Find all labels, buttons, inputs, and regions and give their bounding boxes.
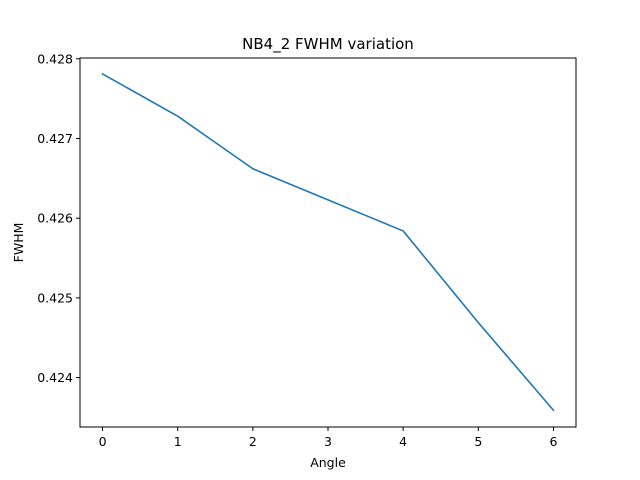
y-tick-label: 0.424 <box>37 370 73 385</box>
series-line-0 <box>101 72 555 412</box>
x-tick-label: 4 <box>399 434 407 449</box>
x-axis-label: Angle <box>310 455 346 470</box>
y-tick-label: 0.425 <box>37 290 73 305</box>
x-tick-label: 2 <box>249 434 257 449</box>
y-tick-label: 0.426 <box>37 211 73 226</box>
x-axis-ticks: 0 1 2 3 4 5 6 <box>99 427 557 449</box>
x-tick-label: 6 <box>549 434 557 449</box>
x-tick-label: 3 <box>324 434 332 449</box>
y-tick-label: 0.427 <box>37 131 73 146</box>
plot-area-frame <box>79 57 577 428</box>
x-tick-label: 0 <box>99 434 107 449</box>
y-tick-label: 0.428 <box>37 51 73 66</box>
y-axis-label: FWHM <box>11 223 26 263</box>
series-layer <box>101 72 555 412</box>
chart-title: NB4_2 FWHM variation <box>242 35 414 54</box>
y-axis-ticks: 0.424 0.425 0.426 0.427 0.428 <box>37 51 80 385</box>
x-tick-label: 1 <box>174 434 182 449</box>
x-tick-label: 5 <box>474 434 482 449</box>
